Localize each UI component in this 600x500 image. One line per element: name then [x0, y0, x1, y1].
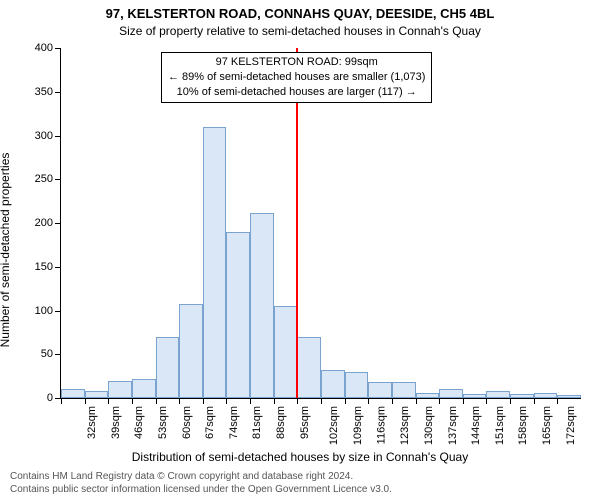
x-tick	[61, 398, 62, 404]
x-tick-label: 81sqm	[251, 406, 263, 439]
histogram-bar	[61, 389, 85, 398]
x-tick-label: 123sqm	[399, 406, 411, 445]
x-tick	[557, 398, 558, 404]
histogram-bar	[463, 394, 487, 398]
y-tick-label: 150	[35, 261, 53, 273]
x-tick-label: 60sqm	[181, 406, 193, 439]
histogram-bar	[510, 394, 534, 398]
histogram-bar	[274, 306, 298, 398]
y-tick-label: 350	[35, 86, 53, 98]
x-tick	[439, 398, 440, 404]
y-tick-label: 100	[35, 305, 53, 317]
y-tick-label: 400	[35, 42, 53, 54]
x-tick	[274, 398, 275, 404]
histogram-bar	[321, 370, 345, 398]
x-axis-label: Distribution of semi-detached houses by …	[0, 450, 600, 464]
y-tick	[55, 354, 61, 355]
x-tick-label: 137sqm	[447, 406, 459, 445]
x-tick-label: 151sqm	[494, 406, 506, 445]
x-tick-label: 74sqm	[228, 406, 240, 439]
x-tick-label: 39sqm	[110, 406, 122, 439]
x-tick	[297, 398, 298, 404]
x-tick-label: 165sqm	[541, 406, 553, 445]
footnote-line1: Contains HM Land Registry data © Crown c…	[10, 471, 392, 484]
y-tick-label: 200	[35, 217, 53, 229]
annotation-line3: 10% of semi-detached houses are larger (…	[168, 85, 425, 100]
histogram-bar	[250, 213, 274, 399]
x-tick	[226, 398, 227, 404]
histogram-bar	[179, 304, 203, 399]
y-tick	[55, 136, 61, 137]
y-tick	[55, 48, 61, 49]
histogram-bar	[345, 372, 369, 398]
histogram-bar	[85, 391, 109, 398]
histogram-bar	[557, 395, 581, 398]
chart-container: 97, KELSTERTON ROAD, CONNAHS QUAY, DEESI…	[0, 0, 600, 500]
histogram-bar	[534, 393, 558, 398]
x-tick-label: 144sqm	[470, 406, 482, 445]
x-tick	[179, 398, 180, 404]
x-tick-label: 172sqm	[565, 406, 577, 445]
histogram-bar	[132, 379, 156, 398]
y-tick	[55, 311, 61, 312]
histogram-bar	[108, 381, 132, 399]
x-tick-label: 130sqm	[423, 406, 435, 445]
x-tick	[486, 398, 487, 404]
x-tick-label: 53sqm	[157, 406, 169, 439]
y-tick-label: 50	[41, 348, 53, 360]
annotation-line1: 97 KELSTERTON ROAD: 99sqm	[168, 55, 425, 70]
x-tick	[132, 398, 133, 404]
histogram-bar	[226, 232, 250, 398]
histogram-bar	[203, 127, 227, 398]
y-tick	[55, 179, 61, 180]
histogram-bar	[416, 393, 440, 398]
histogram-bar	[297, 337, 321, 398]
x-tick-label: 67sqm	[204, 406, 216, 439]
histogram-bar	[439, 389, 463, 398]
histogram-bar	[392, 382, 416, 398]
y-tick	[55, 267, 61, 268]
x-tick-label: 88sqm	[275, 406, 287, 439]
y-axis-label: Number of semi-detached properties	[0, 153, 12, 348]
x-tick	[85, 398, 86, 404]
y-tick-label: 300	[35, 130, 53, 142]
x-tick-label: 102sqm	[329, 406, 341, 445]
y-tick-label: 0	[47, 392, 53, 404]
x-tick-label: 109sqm	[352, 406, 364, 445]
x-tick	[392, 398, 393, 404]
x-tick	[203, 398, 204, 404]
x-tick	[345, 398, 346, 404]
x-tick-label: 158sqm	[518, 406, 530, 445]
x-tick-label: 116sqm	[375, 406, 387, 444]
x-tick-label: 95sqm	[299, 406, 311, 439]
x-tick-label: 32sqm	[86, 406, 98, 439]
annotation-line2: ← 89% of semi-detached houses are smalle…	[168, 70, 425, 85]
footnote: Contains HM Land Registry data © Crown c…	[10, 471, 392, 496]
x-tick	[321, 398, 322, 404]
y-tick	[55, 223, 61, 224]
x-tick	[156, 398, 157, 404]
histogram-bar	[368, 382, 392, 398]
y-tick-label: 250	[35, 173, 53, 185]
x-tick	[534, 398, 535, 404]
x-tick	[416, 398, 417, 404]
histogram-bar	[486, 391, 510, 398]
chart-title-sub: Size of property relative to semi-detach…	[0, 24, 600, 38]
x-tick	[250, 398, 251, 404]
x-tick	[463, 398, 464, 404]
x-tick	[510, 398, 511, 404]
histogram-bar	[156, 337, 180, 398]
x-tick-label: 46sqm	[133, 406, 145, 439]
y-tick	[55, 92, 61, 93]
plot-area: 05010015020025030035040032sqm39sqm46sqm5…	[60, 48, 581, 399]
footnote-line2: Contains public sector information licen…	[10, 484, 392, 497]
x-tick	[368, 398, 369, 404]
chart-title-main: 97, KELSTERTON ROAD, CONNAHS QUAY, DEESI…	[0, 6, 600, 21]
x-tick	[108, 398, 109, 404]
annotation-box: 97 KELSTERTON ROAD: 99sqm← 89% of semi-d…	[161, 52, 432, 103]
